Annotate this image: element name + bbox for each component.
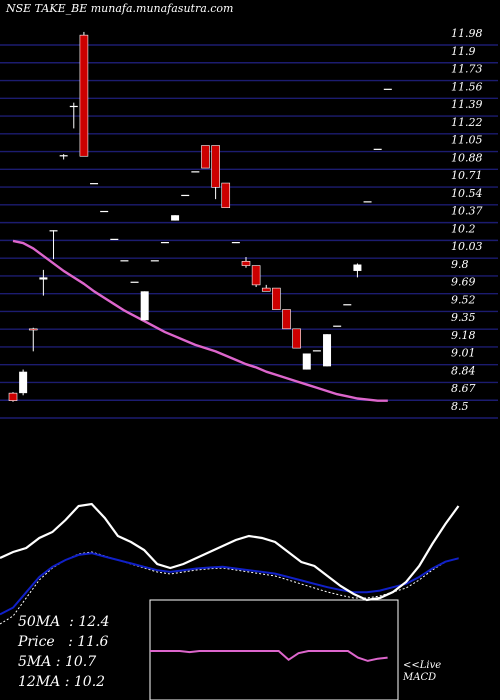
candle-body-bull <box>19 371 28 394</box>
y-tick-label: 10.54 <box>451 187 483 200</box>
price-grid <box>0 44 498 419</box>
live-macd-label: <<Live MACD <box>403 660 453 684</box>
candle-body-bear <box>28 328 38 331</box>
candle-body-bear <box>8 392 18 401</box>
y-tick-label: 8.67 <box>451 382 476 395</box>
info-5ma-value: 10.7 <box>64 654 97 670</box>
y-tick-label: 11.05 <box>451 134 483 147</box>
macd-signal-line <box>0 552 459 616</box>
candle-body-bull <box>171 215 180 221</box>
y-tick-label: 9.52 <box>451 293 476 306</box>
y-tick-label: 11.56 <box>451 80 483 93</box>
candle-body-bull <box>160 242 169 244</box>
histogram-panel <box>149 599 399 700</box>
info-5ma-label: 5MA <box>18 654 52 670</box>
chart-title: NSE TAKE_BE munafa.munafasutra.com <box>6 2 234 15</box>
candle-body-bear <box>201 145 210 169</box>
moving-average-layer <box>12 239 388 402</box>
candle-body-bear <box>221 182 231 209</box>
candle-body-bull <box>59 155 68 157</box>
info-price-label: Price <box>18 634 55 650</box>
moving-average-line <box>12 239 388 402</box>
y-tick-label: 9.69 <box>451 276 476 289</box>
candle-body-bull <box>49 230 58 232</box>
candle-body-bull <box>312 350 321 352</box>
info-50ma: 50MA : 12.4 <box>18 614 110 630</box>
candle-body-bull <box>343 304 352 306</box>
candle-body-bear <box>211 145 220 188</box>
candle-body-bear <box>79 34 89 157</box>
candle-body-bull <box>39 277 48 280</box>
y-tick-label: 9.35 <box>451 311 476 324</box>
info-5ma: 5MA : 10.7 <box>18 654 97 670</box>
macd-line <box>0 502 460 602</box>
live-label: <<Live <box>403 660 442 671</box>
y-tick-label: 8.84 <box>451 364 476 377</box>
candle-body-bull <box>353 264 362 271</box>
y-tick-label: 8.5 <box>451 400 469 413</box>
info-price: Price : 11.6 <box>18 634 109 650</box>
candle-body-bear <box>272 287 281 310</box>
candle-body-bull <box>231 242 240 244</box>
candle-body-bull <box>69 105 78 108</box>
y-tick-label: 10.37 <box>451 205 483 218</box>
candle-body-bull <box>302 353 311 370</box>
candle-body-bull <box>120 260 129 262</box>
candle-body-bear <box>282 309 291 330</box>
candle-body-bear <box>251 265 261 286</box>
info-12ma: 12MA : 10.2 <box>18 674 106 690</box>
info-50ma-value: 12.4 <box>78 614 110 630</box>
candle-body-bull <box>373 148 382 150</box>
y-tick-label: 10.88 <box>451 151 483 164</box>
macd-panel <box>0 502 460 625</box>
macd-label: MACD <box>403 672 437 683</box>
price-axis-labels: 11.98 11.9 11.73 11.56 11.39 11.22 11.05 10.88 1… <box>451 27 483 413</box>
info-panel: 50MA : 12.4 Price : 11.6 5MA : 10.7 12MA… <box>18 612 110 692</box>
y-tick-label: 11.73 <box>451 63 483 76</box>
candle-body-bear <box>261 287 271 292</box>
info-50ma-label: 50MA <box>18 614 61 630</box>
candle-body-bear <box>292 328 301 349</box>
candle-body-bull <box>110 238 119 240</box>
candle-body-bull <box>191 171 200 173</box>
info-price-value: 11.6 <box>77 634 109 650</box>
y-tick-label: 10.03 <box>451 240 483 253</box>
candle-body-bull <box>181 194 190 197</box>
candle-body-bull <box>90 183 99 185</box>
candle-body-bull <box>333 325 342 327</box>
info-12ma-value: 10.2 <box>73 674 106 690</box>
candle-body-bull <box>323 334 332 367</box>
histogram-line <box>150 650 388 662</box>
y-tick-label: 11.22 <box>451 116 483 129</box>
candle-body-bull <box>140 291 149 321</box>
y-tick-label: 9.18 <box>451 329 476 342</box>
candle-body-bull <box>383 88 392 90</box>
y-tick-label: 9.8 <box>451 258 469 271</box>
info-12ma-label: 12MA <box>18 674 61 690</box>
y-tick-label: 11.9 <box>451 45 476 58</box>
y-tick-label: 9.01 <box>451 347 476 360</box>
y-tick-label: 11.98 <box>451 27 483 40</box>
candle-body-bear <box>241 261 251 266</box>
y-tick-label: 10.71 <box>451 169 483 182</box>
y-tick-label: 11.39 <box>451 98 483 111</box>
candle-body-bull <box>363 201 372 203</box>
candles-layer <box>8 31 392 402</box>
candle-body-bull <box>100 210 109 213</box>
candle-body-bull <box>150 260 159 262</box>
y-tick-label: 10.2 <box>451 222 476 235</box>
candle-body-bull <box>130 281 139 283</box>
